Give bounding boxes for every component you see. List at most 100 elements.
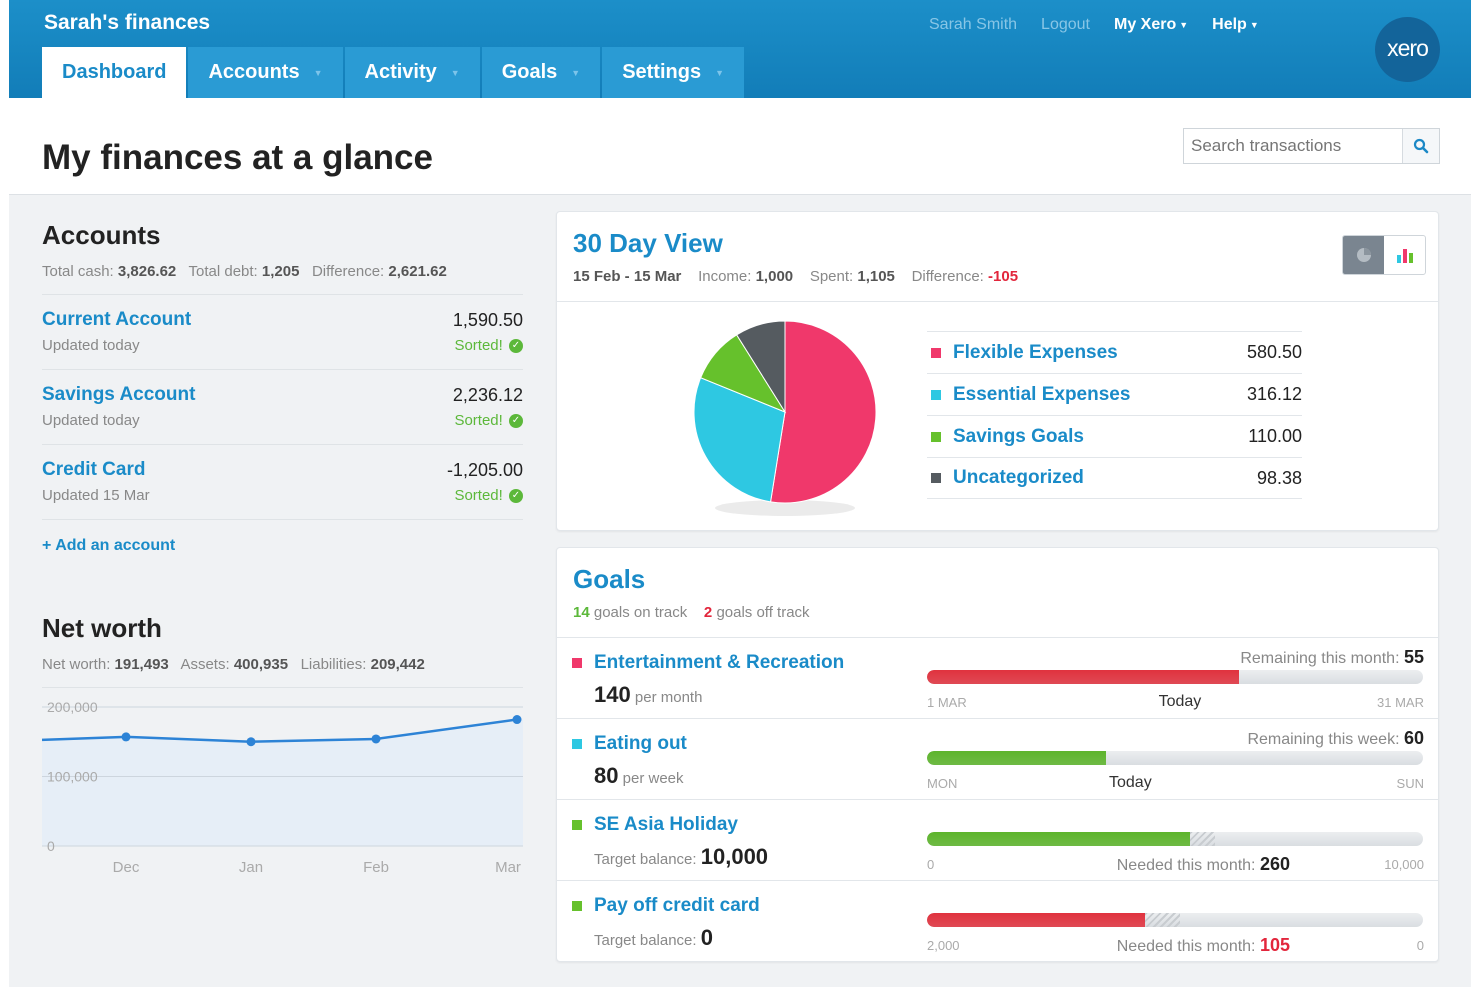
today-marker-icon [1122, 765, 1139, 773]
goal-end-label: 31 MAR [1377, 695, 1424, 710]
help-label: Help [1212, 16, 1247, 33]
difference-value: -105 [988, 268, 1019, 285]
off-track-count: 2 [703, 604, 713, 621]
net-worth-summary: Net worth: 191,493 Assets: 400,935 Liabi… [42, 656, 523, 688]
pie-chart-icon [1356, 248, 1371, 262]
remaining-value: 60 [1403, 728, 1424, 748]
legend-label: Uncategorized [953, 467, 1084, 488]
total-debt-value: 1,205 [261, 263, 300, 280]
tab-activity[interactable]: Activity ▼ [344, 47, 480, 98]
pie-slice [736, 320, 786, 414]
goal-progress-bar [927, 913, 1423, 927]
legend-value: 580.50 [1246, 342, 1302, 362]
search-input[interactable] [1184, 129, 1402, 163]
account-status: Sorted! ✓ [454, 487, 523, 504]
goal-amount-suffix: per week [622, 770, 684, 787]
goal-start-label: MON [927, 776, 958, 791]
account-name-link[interactable]: Credit Card [42, 459, 146, 480]
app-window: Sarah's finances Sarah Smith Logout My X… [9, 0, 1471, 987]
goal-amount-suffix: per month [634, 689, 703, 706]
thirty-day-title: 30 Day View [573, 228, 723, 258]
on-track-count: 14 [573, 604, 590, 621]
account-row: Credit Card Updated 15 Mar -1,205.00 Sor… [42, 445, 523, 520]
check-circle-icon: ✓ [509, 414, 523, 429]
accounts-list: Current Account Updated today 1,590.50 S… [42, 294, 523, 520]
data-point [121, 732, 131, 742]
legend-row[interactable]: Flexible Expenses 580.50 [927, 331, 1302, 373]
search-button[interactable] [1402, 129, 1439, 163]
goal-progress-fill [927, 751, 1106, 765]
bar-view-button[interactable] [1384, 236, 1425, 274]
account-status: Sorted! ✓ [454, 337, 523, 354]
account-balance: 2,236.12 [452, 385, 523, 405]
legend-swatch [931, 347, 941, 358]
tab-dashboard[interactable]: Dashboard [42, 47, 187, 98]
spent-label: Spent: [809, 268, 854, 285]
tab-settings[interactable]: Settings ▼ [602, 47, 745, 98]
xero-logo[interactable]: xero [1375, 17, 1440, 82]
page-header: My finances at a glance [9, 98, 1471, 195]
legend-row[interactable]: Essential Expenses 316.12 [927, 373, 1302, 415]
my-xero-menu[interactable]: My Xero ▼ [1114, 16, 1188, 34]
bar-chart-icon [1396, 249, 1413, 263]
legend-swatch [931, 473, 941, 483]
goal-needed: Needed this month: 105 [1117, 935, 1290, 956]
user-name-link[interactable]: Sarah Smith [929, 16, 1018, 33]
on-track-label: goals on track [593, 604, 688, 621]
goal-name-link[interactable]: Eating out [594, 733, 687, 754]
off-track-label: goals off track [716, 604, 810, 621]
pie-slice [693, 377, 786, 503]
caret-down-icon: ▼ [715, 67, 725, 78]
remaining-value: 55 [1403, 647, 1424, 667]
tab-label: Goals [501, 61, 558, 83]
divider [557, 301, 1438, 302]
account-name-link[interactable]: Savings Account [42, 384, 196, 405]
needed-value: 105 [1259, 935, 1290, 955]
pie-view-button[interactable] [1343, 236, 1384, 274]
goal-progress-bar [927, 670, 1423, 684]
page-title: My finances at a glance [42, 138, 433, 177]
legend-row[interactable]: Savings Goals 110.00 [927, 415, 1302, 457]
help-menu[interactable]: Help ▼ [1212, 16, 1259, 34]
goal-amount-prefix: Target balance: [594, 932, 697, 949]
goal-color-square [572, 901, 582, 911]
goal-amount: 140 per month [594, 682, 702, 708]
top-bar: Sarah's finances Sarah Smith Logout My X… [9, 0, 1471, 98]
total-debt-label: Total debt: [188, 263, 258, 280]
chart-type-toggle [1342, 235, 1426, 275]
check-circle-icon: ✓ [509, 339, 523, 354]
goal-name-link[interactable]: Entertainment & Recreation [594, 652, 845, 673]
tab-accounts[interactable]: Accounts ▼ [188, 47, 343, 98]
date-range: 15 Feb - 15 Mar [573, 268, 682, 285]
user-nav: Sarah Smith Logout My Xero ▼ Help ▼ [929, 16, 1283, 34]
logout-link[interactable]: Logout [1041, 16, 1090, 33]
goal-remaining: Remaining this month: 55 [1240, 647, 1424, 668]
legend-row[interactable]: Uncategorized 98.38 [927, 457, 1302, 499]
tab-label: Dashboard [62, 61, 167, 83]
data-point [512, 715, 522, 725]
assets-value: 400,935 [233, 656, 289, 673]
goal-amount-prefix: Target balance: [594, 851, 697, 868]
tab-goals[interactable]: Goals ▼ [481, 47, 601, 98]
goal-color-square [572, 658, 582, 668]
income-value: 1,000 [755, 268, 794, 285]
x-tick-label: Dec [113, 859, 140, 876]
goal-amount-value: 80 [594, 763, 619, 788]
net-worth-section: Net worth Net worth: 191,493 Assets: 400… [42, 613, 523, 688]
account-name-link[interactable]: Current Account [42, 309, 192, 330]
spending-legend: Flexible Expenses 580.50 Essential Expens… [927, 331, 1302, 499]
total-cash-label: Total cash: [42, 263, 114, 280]
caret-down-icon: ▼ [450, 67, 460, 78]
caret-down-icon: ▼ [571, 67, 581, 78]
add-account-link[interactable]: + Add an account [42, 537, 176, 554]
today-label: Today [1158, 693, 1202, 710]
goal-name-link[interactable]: Pay off credit card [594, 895, 760, 916]
difference-label: Difference: [911, 268, 984, 285]
today-label: Today [1109, 774, 1152, 791]
goal-name-link[interactable]: SE Asia Holiday [594, 814, 738, 835]
remaining-label: Remaining this week: [1247, 731, 1400, 748]
goals-title: Goals [573, 564, 646, 594]
goals-summary: 14 goals on track 2 goals off track [573, 604, 810, 621]
y-tick-label: 0 [47, 838, 55, 854]
legend-value: 98.38 [1256, 467, 1302, 488]
